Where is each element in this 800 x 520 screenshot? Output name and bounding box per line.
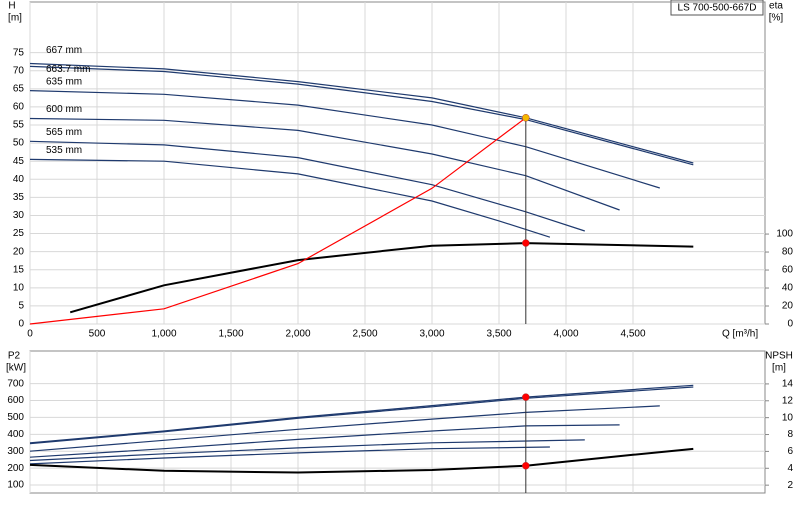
y2-tick-label: 14 bbox=[782, 379, 794, 390]
y-tick-label: 200 bbox=[7, 463, 24, 474]
y-tick-label: 55 bbox=[13, 120, 25, 131]
y-tick-label: 500 bbox=[7, 412, 24, 423]
y-tick-label: 20 bbox=[13, 246, 25, 257]
curve bbox=[29, 158, 551, 238]
duty-point bbox=[522, 114, 530, 122]
curve bbox=[29, 386, 694, 445]
y-tick-label: 10 bbox=[13, 282, 25, 293]
y2-tick-label: 12 bbox=[782, 395, 794, 406]
curve-label: 565 mm bbox=[46, 127, 82, 138]
curve bbox=[29, 405, 660, 452]
y-tick-label: 75 bbox=[13, 47, 25, 58]
y2-tick-label: 4 bbox=[787, 463, 793, 474]
curve bbox=[29, 447, 694, 474]
y-unit: [kW] bbox=[6, 363, 26, 374]
y-tick-label: 600 bbox=[7, 395, 24, 406]
curve bbox=[29, 384, 694, 444]
y2-tick-label: 2 bbox=[787, 480, 793, 491]
y-unit: [m] bbox=[8, 13, 22, 24]
y2-tick-label: 0 bbox=[787, 319, 793, 330]
y-tick-label: 25 bbox=[13, 228, 25, 239]
title-box bbox=[670, 0, 764, 16]
x-tick-label: 1,000 bbox=[151, 329, 176, 340]
y2-tick-label: 100 bbox=[776, 229, 793, 240]
plot-frame bbox=[29, 1, 766, 325]
y-label: P2 bbox=[8, 351, 21, 362]
y-label: H bbox=[8, 1, 15, 12]
y-tick-label: 50 bbox=[13, 138, 25, 149]
x-tick-label: 2,000 bbox=[285, 329, 310, 340]
y2-unit: [m] bbox=[772, 363, 786, 374]
curve bbox=[69, 242, 694, 314]
y-tick-label: 70 bbox=[13, 65, 25, 76]
y2-tick-label: 8 bbox=[787, 429, 793, 440]
y-tick-label: 40 bbox=[13, 174, 25, 185]
chart-title: LS 700-500-667D bbox=[678, 3, 757, 14]
y2-tick-label: 10 bbox=[782, 412, 794, 423]
curve-label: 600 mm bbox=[46, 104, 82, 115]
x-tick-label: 3,500 bbox=[486, 329, 511, 340]
y-tick-label: 35 bbox=[13, 192, 25, 203]
curve bbox=[29, 140, 585, 232]
x-tick-label: 4,000 bbox=[553, 329, 578, 340]
curve bbox=[29, 62, 694, 164]
curve-label: 667 mm bbox=[46, 45, 82, 56]
y2-tick-label: 60 bbox=[782, 265, 794, 276]
y-tick-label: 15 bbox=[13, 264, 25, 275]
x-tick-label: 4,500 bbox=[620, 329, 645, 340]
curve-label: 635 mm bbox=[46, 76, 82, 87]
y-tick-label: 45 bbox=[13, 156, 25, 167]
y2-label: eta bbox=[769, 1, 783, 12]
x-tick-label: 0 bbox=[27, 329, 33, 340]
y-tick-label: 700 bbox=[7, 378, 24, 389]
y-tick-label: 100 bbox=[7, 480, 24, 491]
duty-point bbox=[522, 393, 530, 401]
y-tick-label: 60 bbox=[13, 102, 25, 113]
x-label: Q [m³/h] bbox=[722, 329, 758, 340]
y-tick-label: 400 bbox=[7, 429, 24, 440]
y-tick-label: 30 bbox=[13, 210, 25, 221]
curve bbox=[29, 65, 694, 166]
curve bbox=[29, 424, 620, 458]
curve bbox=[29, 446, 550, 465]
curve bbox=[29, 117, 527, 325]
curve-label: 663.7 mm bbox=[46, 64, 90, 75]
y2-tick-label: 40 bbox=[782, 283, 794, 294]
curve bbox=[29, 90, 660, 189]
y2-unit: [%] bbox=[769, 13, 784, 24]
y-tick-label: 0 bbox=[18, 319, 24, 330]
y2-tick-label: 80 bbox=[782, 247, 794, 258]
y-tick-label: 300 bbox=[7, 446, 24, 457]
x-tick-label: 3,000 bbox=[419, 329, 444, 340]
curve-label: 535 mm bbox=[46, 145, 82, 156]
x-tick-label: 2,500 bbox=[352, 329, 377, 340]
duty-point bbox=[522, 239, 530, 247]
y2-label: NPSH bbox=[765, 351, 793, 362]
curve bbox=[29, 117, 620, 211]
x-tick-label: 500 bbox=[89, 329, 106, 340]
y-tick-label: 5 bbox=[18, 301, 24, 312]
x-tick-label: 1,500 bbox=[218, 329, 243, 340]
duty-point bbox=[522, 461, 530, 470]
curve bbox=[29, 439, 585, 462]
y-tick-label: 65 bbox=[13, 83, 25, 94]
y2-tick-label: 20 bbox=[782, 301, 794, 312]
y2-tick-label: 6 bbox=[787, 446, 793, 457]
